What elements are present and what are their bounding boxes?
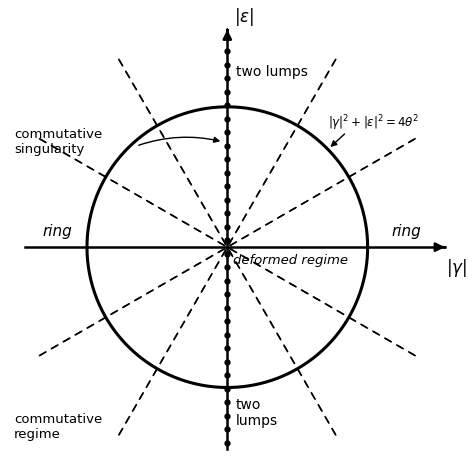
Point xyxy=(224,48,231,55)
Point xyxy=(224,426,231,433)
Point xyxy=(224,88,231,96)
Text: two lumps: two lumps xyxy=(236,65,308,79)
Point xyxy=(224,358,231,366)
Text: commutative
singularity: commutative singularity xyxy=(14,128,102,156)
Point xyxy=(224,317,231,325)
Text: deformed regime: deformed regime xyxy=(233,254,348,267)
Text: two
lumps: two lumps xyxy=(236,397,278,428)
Point xyxy=(224,101,231,109)
Point xyxy=(224,61,231,69)
Text: ring: ring xyxy=(43,224,73,239)
Point xyxy=(224,345,231,352)
Point xyxy=(224,291,231,298)
Point xyxy=(224,183,231,190)
Point xyxy=(224,250,231,258)
Text: $|\gamma|$: $|\gamma|$ xyxy=(446,257,467,279)
Point xyxy=(224,196,231,204)
Point xyxy=(224,142,231,150)
Point xyxy=(224,115,231,123)
Point xyxy=(224,331,231,339)
Point xyxy=(224,372,231,379)
Point xyxy=(224,75,231,82)
Text: ring: ring xyxy=(392,224,421,239)
Point xyxy=(224,223,231,231)
Text: $|\gamma|^2+|\varepsilon|^2 = 4\theta^2$: $|\gamma|^2+|\varepsilon|^2 = 4\theta^2$ xyxy=(328,114,419,133)
Point xyxy=(224,398,231,406)
Point xyxy=(224,169,231,177)
Point xyxy=(224,385,231,393)
Point xyxy=(224,412,231,420)
Text: commutative
regime: commutative regime xyxy=(14,413,102,441)
Point xyxy=(224,277,231,285)
Point xyxy=(224,439,231,447)
Point xyxy=(224,304,231,312)
Point xyxy=(224,237,231,244)
Point xyxy=(224,129,231,136)
Point xyxy=(224,156,231,163)
Point xyxy=(224,209,231,217)
Point xyxy=(224,264,231,271)
Text: $|\varepsilon|$: $|\varepsilon|$ xyxy=(234,6,255,28)
